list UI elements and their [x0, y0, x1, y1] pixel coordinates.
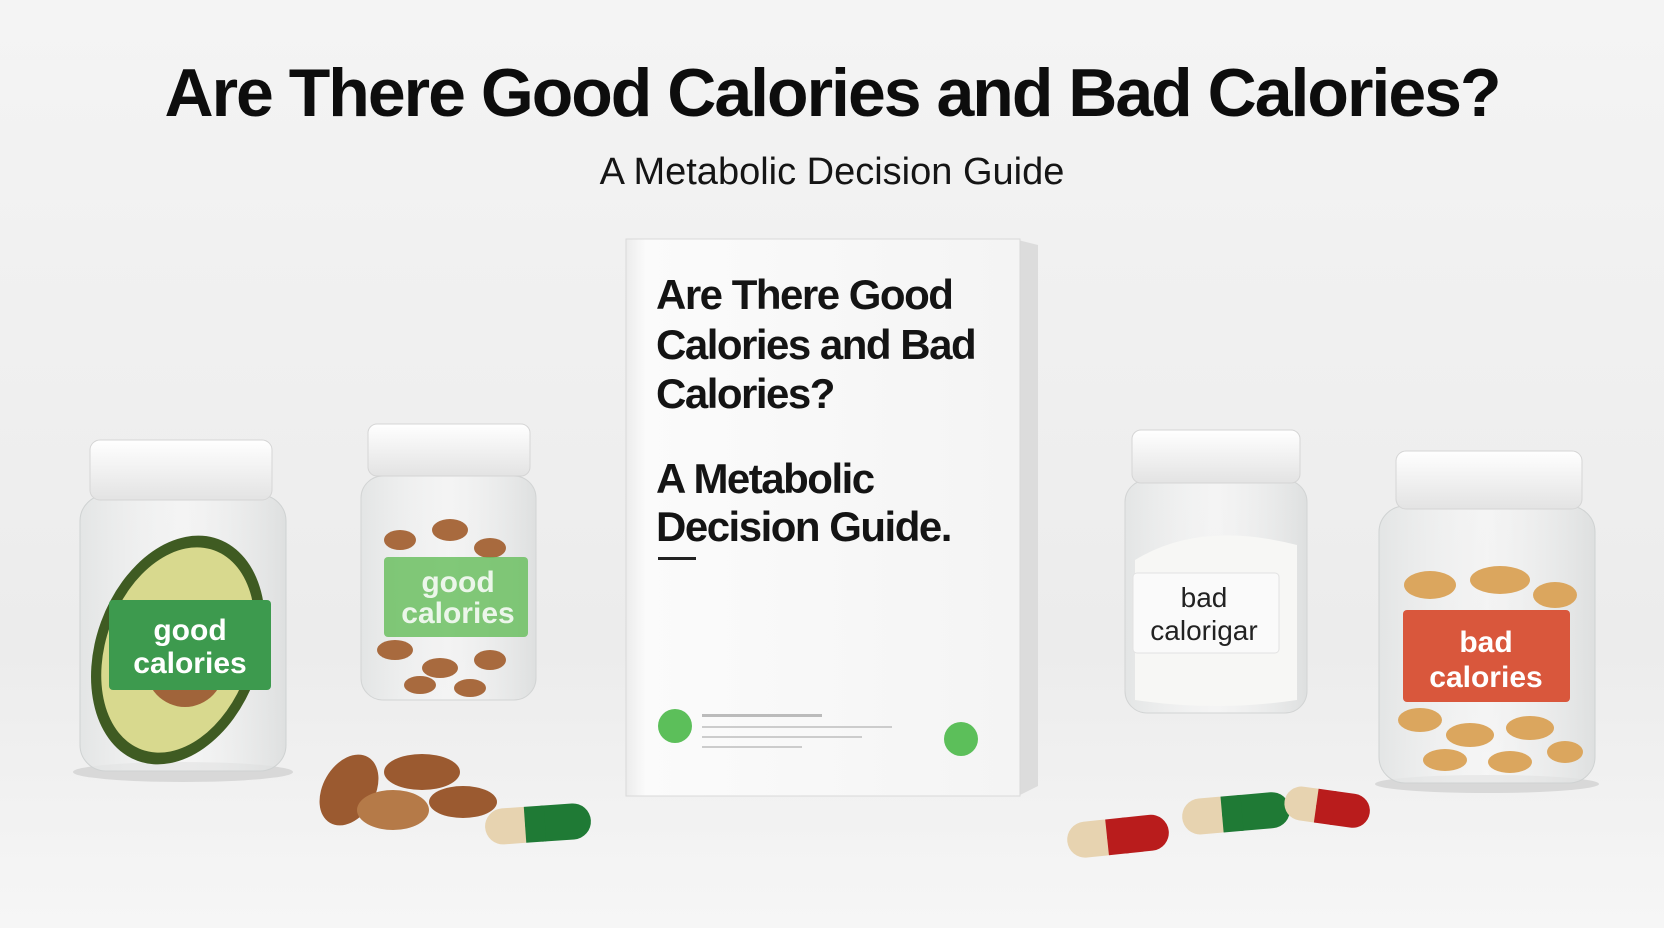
book-title-line: Calories and Bad [656, 321, 975, 368]
jar-label: bad [1181, 582, 1228, 613]
book-subtitle-line: Decision Guide. [656, 503, 951, 550]
main-title: Are There Good Calories and Bad Calories… [164, 55, 1499, 131]
jar-label: calorigar [1150, 615, 1257, 646]
jar-label: calories [133, 647, 246, 680]
book-title-line: Calories? [656, 370, 834, 417]
jar-label: good [153, 614, 226, 647]
jar-label: good [421, 566, 494, 599]
jar-label: bad [1459, 626, 1512, 659]
jar-label: calories [1429, 661, 1542, 694]
jar-good-avocado: good calories [73, 439, 293, 782]
jar-good-nuts: good calories [360, 423, 537, 701]
book: Are There Good Calories and Bad Calories… [625, 238, 1038, 797]
jar-bad-crackers: bad calories [1375, 450, 1599, 793]
book-title-line: Are There Good [656, 271, 952, 318]
jar-label: calories [401, 597, 514, 630]
jar-bad-sugar: bad calorigar [1124, 429, 1308, 714]
pills [485, 786, 1370, 858]
main-subtitle: A Metabolic Decision Guide [600, 151, 1065, 193]
loose-nuts [319, 754, 497, 830]
book-subtitle-line: A Metabolic [656, 455, 875, 502]
